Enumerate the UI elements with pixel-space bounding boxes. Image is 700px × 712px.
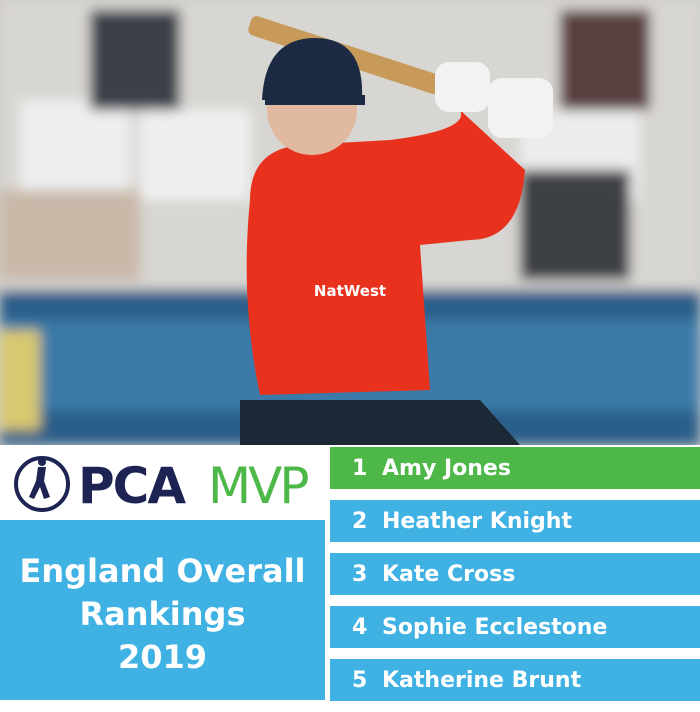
rank-number: 3	[352, 561, 368, 587]
rank-number: 1	[352, 455, 368, 481]
logo-icon	[14, 456, 70, 512]
player-name: Sophie Ecclestone	[382, 614, 608, 640]
player-name: Katherine Brunt	[382, 667, 582, 693]
ranking-row: 5 Katherine Brunt	[330, 659, 700, 701]
title-line: 2019	[117, 638, 208, 676]
player-name: Amy Jones	[382, 455, 511, 481]
logo-mvp: MVP	[208, 457, 309, 515]
ranking-row: 3 Kate Cross	[330, 553, 700, 595]
pca-mvp-logo: PCA MVP	[0, 445, 325, 520]
title-line: England Overall	[19, 552, 306, 590]
ranking-row: 2 Heather Knight	[330, 500, 700, 542]
rank-number: 4	[352, 614, 368, 640]
title-panel: England Overall Rankings 2019	[0, 520, 325, 700]
rank-number: 5	[352, 667, 368, 693]
player-name: Kate Cross	[382, 561, 516, 587]
player-photo: NatWest	[0, 0, 700, 445]
shirt-sponsor: NatWest	[314, 282, 386, 300]
player: NatWest	[240, 16, 553, 445]
player-name: Heather Knight	[382, 508, 572, 534]
title-line: Rankings	[79, 595, 246, 633]
logo-pca: PCA	[78, 457, 186, 515]
rankings-list: 1 Amy Jones 2 Heather Knight 3 Kate Cross 4 Sop…	[330, 447, 700, 712]
rank-number: 2	[352, 508, 368, 534]
ranking-row: 4 Sophie Ecclestone	[330, 606, 700, 648]
ranking-row: 1 Amy Jones	[330, 447, 700, 489]
